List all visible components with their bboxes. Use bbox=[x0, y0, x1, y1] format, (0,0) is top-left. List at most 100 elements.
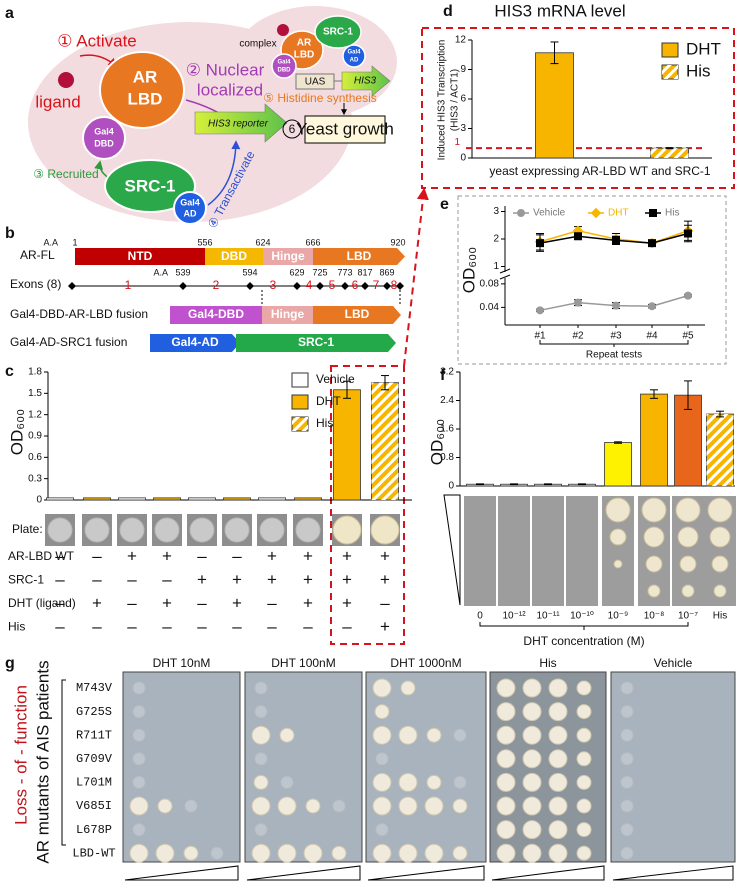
panel-label: e bbox=[440, 196, 449, 213]
error-bar bbox=[510, 483, 518, 486]
legend-label: DHT bbox=[608, 208, 629, 219]
spot bbox=[681, 584, 695, 598]
row-label: DHT (ligand) bbox=[8, 596, 76, 610]
row-label: Gal4-DBD-AR-LBD fusion bbox=[10, 307, 148, 321]
y-tick-label: 9 bbox=[460, 64, 466, 75]
column-label: Vehicle bbox=[654, 656, 693, 670]
cell: + bbox=[267, 570, 277, 589]
spot bbox=[620, 705, 634, 719]
bar bbox=[333, 389, 361, 501]
domain-label: SRC-1 bbox=[298, 335, 334, 349]
spot bbox=[280, 775, 294, 789]
error-bar bbox=[476, 483, 484, 486]
error-bar bbox=[544, 483, 552, 486]
cell: – bbox=[127, 593, 137, 612]
y-tick-label: 0 bbox=[448, 481, 454, 492]
cell: – bbox=[55, 546, 65, 565]
growth-box bbox=[304, 115, 386, 144]
cell: + bbox=[303, 570, 313, 589]
cell: – bbox=[127, 617, 137, 636]
complex-label: complex bbox=[239, 39, 276, 50]
aa-position: 869 bbox=[379, 267, 394, 277]
gal4-ad bbox=[342, 44, 366, 68]
y-axis-label: Induced HIS3 Transcription bbox=[437, 40, 448, 161]
ar-lbd-label: AR bbox=[133, 67, 158, 86]
y-axis-label: OD₆₀₀ bbox=[7, 409, 26, 455]
step-label: ① Activate bbox=[57, 31, 137, 50]
cell: + bbox=[380, 546, 390, 565]
x-tick-label: 10⁻¹⁰ bbox=[570, 611, 594, 622]
error-bar bbox=[665, 147, 674, 150]
spot bbox=[709, 526, 731, 548]
spot bbox=[548, 820, 568, 840]
spot bbox=[522, 678, 542, 698]
spot bbox=[576, 680, 592, 696]
domain bbox=[205, 248, 263, 265]
cell: – bbox=[162, 617, 172, 636]
gal4-dbd bbox=[271, 53, 297, 79]
x-tick-label: 10⁻⁹ bbox=[608, 611, 629, 622]
spot bbox=[372, 796, 392, 816]
legend-label: His bbox=[316, 416, 333, 430]
domain-label: Gal4-DBD bbox=[188, 307, 244, 321]
cell: + bbox=[232, 570, 242, 589]
spot bbox=[620, 823, 634, 837]
row-label: LBD-WT bbox=[72, 846, 115, 860]
y-tick-label: 3.2 bbox=[440, 367, 454, 378]
legend-marker bbox=[590, 207, 602, 219]
plate bbox=[464, 496, 496, 606]
bar bbox=[83, 497, 111, 501]
spot bbox=[548, 678, 568, 698]
cell: – bbox=[55, 617, 65, 636]
marker bbox=[612, 236, 620, 245]
cell: + bbox=[127, 546, 137, 565]
spot bbox=[183, 845, 199, 861]
step-label: ② Nuclear bbox=[186, 60, 265, 79]
x-tick-label: 10⁻⁸ bbox=[644, 611, 665, 622]
dilution-wedge bbox=[367, 865, 485, 881]
cell: + bbox=[303, 546, 313, 565]
spot bbox=[576, 845, 592, 861]
exon-number: 5 bbox=[329, 278, 336, 292]
ligand bbox=[277, 24, 289, 36]
spot bbox=[331, 845, 347, 861]
row-label: M743V bbox=[76, 681, 113, 695]
domain bbox=[170, 306, 262, 324]
spot bbox=[279, 727, 295, 743]
error-bar bbox=[716, 410, 724, 418]
spot bbox=[576, 798, 592, 814]
step-label: ⑤ Histidine synthesis bbox=[263, 91, 376, 105]
spot bbox=[332, 515, 362, 545]
src1 bbox=[314, 15, 362, 49]
legend-swatch bbox=[291, 416, 309, 432]
domain-label: Gal4-AD bbox=[171, 335, 219, 349]
link-arrow bbox=[403, 187, 429, 367]
bar bbox=[46, 497, 74, 501]
spot bbox=[129, 796, 149, 816]
y-tick-label: 0.3 bbox=[28, 473, 42, 484]
bar bbox=[188, 497, 216, 501]
panel-label: f bbox=[440, 367, 446, 384]
reporter-arrow bbox=[194, 103, 288, 143]
y-tick-label: 1.5 bbox=[28, 388, 42, 399]
cell: – bbox=[197, 546, 207, 565]
chart-title: HIS3 mRNA level bbox=[494, 1, 625, 20]
y-tick-label: 1 bbox=[493, 261, 499, 272]
arrow bbox=[207, 140, 241, 206]
x-tick-label: 10⁻¹¹ bbox=[536, 611, 560, 622]
spot bbox=[645, 555, 663, 573]
aa-position: 629 bbox=[289, 267, 304, 277]
panel-label: a bbox=[5, 5, 14, 22]
bar bbox=[258, 497, 286, 501]
dilution-wedge bbox=[124, 865, 239, 881]
ar-lbd-label: LBD bbox=[294, 50, 315, 61]
cell: – bbox=[380, 593, 390, 612]
column-label: DHT 1000nM bbox=[390, 656, 461, 670]
cell: – bbox=[162, 570, 172, 589]
cell: – bbox=[55, 570, 65, 589]
panel-label: d bbox=[443, 3, 453, 20]
marker bbox=[536, 306, 544, 315]
bracket bbox=[61, 679, 66, 846]
growth-label: Yeast growth bbox=[296, 119, 394, 138]
